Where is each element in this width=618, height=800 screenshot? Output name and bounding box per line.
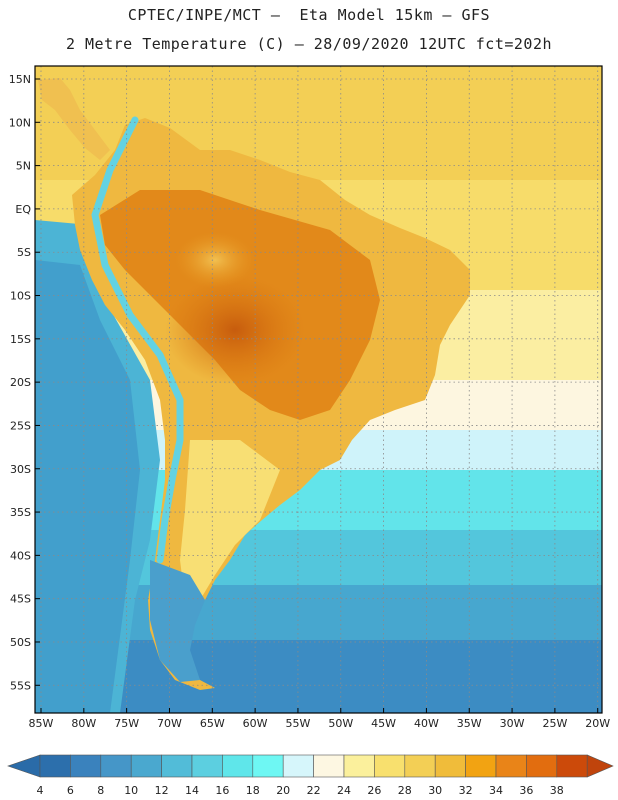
- lon-tick-label: 75W: [114, 717, 139, 730]
- colorbar-over-arrow: [586, 754, 614, 778]
- lon-tick-label: 50W: [328, 717, 353, 730]
- colorbar-label: 34: [489, 784, 503, 797]
- lat-tick-label: 30S: [10, 463, 31, 476]
- colorbar-swatch: [434, 754, 466, 778]
- colorbar-swatch: [374, 754, 406, 778]
- map-title-line2: 2 Metre Temperature (C) – 28/09/2020 12U…: [65, 35, 553, 53]
- colorbar-label: 6: [67, 784, 74, 797]
- colorbar-label: 26: [367, 784, 381, 797]
- lat-tick-label: 10S: [10, 290, 31, 303]
- colorbar-label: 30: [428, 784, 442, 797]
- colorbar-swatch: [343, 754, 375, 778]
- colorbar-swatch: [191, 754, 223, 778]
- colorbar-label: 14: [185, 784, 199, 797]
- lat-tick-label: EQ: [15, 203, 31, 216]
- lat-tick-label: 55S: [10, 679, 31, 692]
- lon-tick-label: 55W: [286, 717, 311, 730]
- colorbar-swatch: [556, 754, 588, 778]
- warm-patch: [175, 232, 255, 288]
- lat-tick-label: 10N: [9, 116, 31, 129]
- colorbar-swatch: [161, 754, 193, 778]
- lon-tick-label: 25W: [542, 717, 567, 730]
- graticule: [35, 66, 602, 713]
- lat-tick-label: 50S: [10, 636, 31, 649]
- colorbar-label: 12: [155, 784, 169, 797]
- colorbar-swatch: [70, 754, 102, 778]
- axis-ticks: 15N 10N 5N EQ 5S 10S 15S 20S 25S 30S 35S 40S 45S 50S 5…: [9, 73, 611, 730]
- map-frame: [34, 65, 603, 714]
- colorbar-swatch: [313, 754, 345, 778]
- patagonia-cold-land: [150, 560, 205, 682]
- lat-tick-label: 35S: [10, 506, 31, 519]
- colorbar-label: 38: [550, 784, 564, 797]
- hot-core: [165, 275, 305, 385]
- lon-tick-label: 20W: [585, 717, 610, 730]
- colorbar-swatch: [222, 754, 254, 778]
- map-title-line1: CPTEC/INPE/MCT – Eta Model 15km – GFS: [127, 6, 491, 24]
- lat-tick-label: 45S: [10, 593, 31, 606]
- lat-tick-label: 5S: [17, 246, 31, 259]
- lat-tick-label: 25S: [10, 419, 31, 432]
- colorbar-swatch: [465, 754, 497, 778]
- colorbar-label: 8: [97, 784, 104, 797]
- lon-tick-label: 85W: [29, 717, 54, 730]
- colorbar-swatch: [252, 754, 284, 778]
- colorbar: 4 6 8 10 12 14 16 18 20 22 24 26 28 30 32 34 36 38: [7, 754, 614, 797]
- colorbar-swatch: [404, 754, 436, 778]
- lon-tick-label: 80W: [71, 717, 96, 730]
- colorbar-label: 20: [276, 784, 290, 797]
- lat-tick-label: 15S: [10, 333, 31, 346]
- lon-tick-label: 70W: [157, 717, 182, 730]
- colorbar-swatch: [495, 754, 527, 778]
- lon-tick-label: 40W: [414, 717, 439, 730]
- lat-tick-label: 5N: [16, 160, 31, 173]
- colorbar-swatch: [526, 754, 558, 778]
- colorbar-label: 10: [124, 784, 138, 797]
- lat-tick-label: 20S: [10, 376, 31, 389]
- colorbar-swatch: [100, 754, 132, 778]
- colorbar-label: 16: [215, 784, 229, 797]
- colorbar-label: 28: [398, 784, 412, 797]
- lat-tick-label: 15N: [9, 73, 31, 86]
- lon-tick-label: 30W: [500, 717, 525, 730]
- colorbar-swatch: [130, 754, 162, 778]
- ocean-band-50s: [35, 640, 602, 713]
- colorbar-swatch: [39, 754, 71, 778]
- lon-tick-label: 65W: [200, 717, 225, 730]
- lon-tick-label: 45W: [371, 717, 396, 730]
- colorbar-label: 36: [519, 784, 533, 797]
- colorbar-under-arrow: [7, 754, 41, 778]
- pacific-cold-region: [35, 260, 140, 713]
- colorbar-label: 18: [246, 784, 260, 797]
- colorbar-label: 32: [459, 784, 473, 797]
- map-field: [35, 66, 602, 713]
- central-america-land: [38, 78, 110, 160]
- lat-tick-label: 40S: [10, 549, 31, 562]
- colorbar-label: 4: [37, 784, 44, 797]
- lon-tick-label: 60W: [243, 717, 268, 730]
- colorbar-label: 24: [337, 784, 351, 797]
- colorbar-swatch: [282, 754, 314, 778]
- lon-tick-label: 35W: [457, 717, 482, 730]
- colorbar-label: 22: [307, 784, 321, 797]
- andes-cold-strip: [91, 116, 184, 564]
